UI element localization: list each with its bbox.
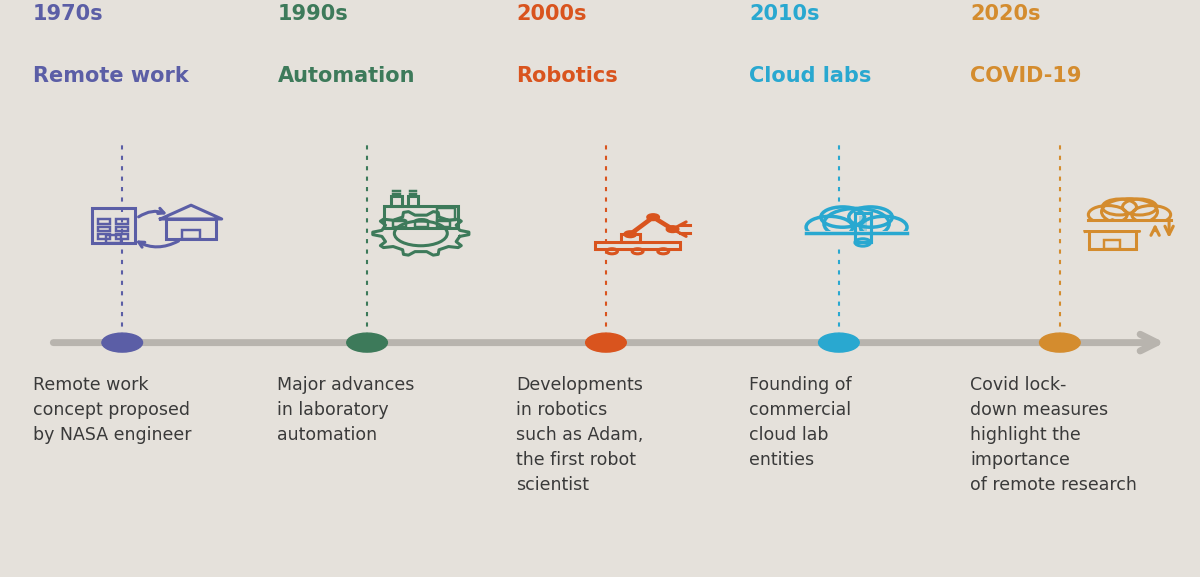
Text: Developments
in robotics
such as Adam,
the first robot
scientist: Developments in robotics such as Adam, t… (516, 376, 643, 494)
Circle shape (821, 207, 864, 227)
Circle shape (848, 207, 893, 227)
Text: 2020s: 2020s (971, 5, 1040, 24)
FancyBboxPatch shape (798, 231, 914, 243)
Circle shape (1039, 333, 1080, 352)
Text: 1970s: 1970s (32, 5, 103, 24)
Circle shape (1102, 198, 1158, 225)
Circle shape (1132, 205, 1171, 224)
Text: Remote work
concept proposed
by NASA engineer: Remote work concept proposed by NASA eng… (32, 376, 191, 444)
Circle shape (824, 208, 889, 239)
Text: 1990s: 1990s (277, 5, 348, 24)
Circle shape (586, 333, 626, 352)
Circle shape (818, 333, 859, 352)
FancyBboxPatch shape (1082, 219, 1176, 230)
Circle shape (860, 216, 907, 238)
Circle shape (667, 227, 678, 232)
Text: Remote work: Remote work (32, 66, 188, 86)
Text: 2000s: 2000s (516, 5, 587, 24)
Circle shape (1103, 199, 1136, 215)
Text: Major advances
in laboratory
automation: Major advances in laboratory automation (277, 376, 415, 444)
FancyBboxPatch shape (858, 216, 866, 231)
Circle shape (648, 215, 659, 220)
Circle shape (347, 333, 388, 352)
Text: Founding of
commercial
cloud lab
entities: Founding of commercial cloud lab entitie… (749, 376, 852, 469)
Text: Automation: Automation (277, 66, 415, 86)
Circle shape (806, 216, 853, 238)
Circle shape (102, 333, 143, 352)
Text: 2010s: 2010s (749, 5, 820, 24)
Circle shape (625, 232, 636, 237)
Text: Robotics: Robotics (516, 66, 618, 86)
Text: COVID-19: COVID-19 (971, 66, 1081, 86)
Circle shape (1088, 205, 1127, 224)
Text: Cloud labs: Cloud labs (749, 66, 871, 86)
Circle shape (1122, 199, 1157, 215)
Text: Covid lock-
down measures
highlight the
importance
of remote research: Covid lock- down measures highlight the … (971, 376, 1138, 494)
